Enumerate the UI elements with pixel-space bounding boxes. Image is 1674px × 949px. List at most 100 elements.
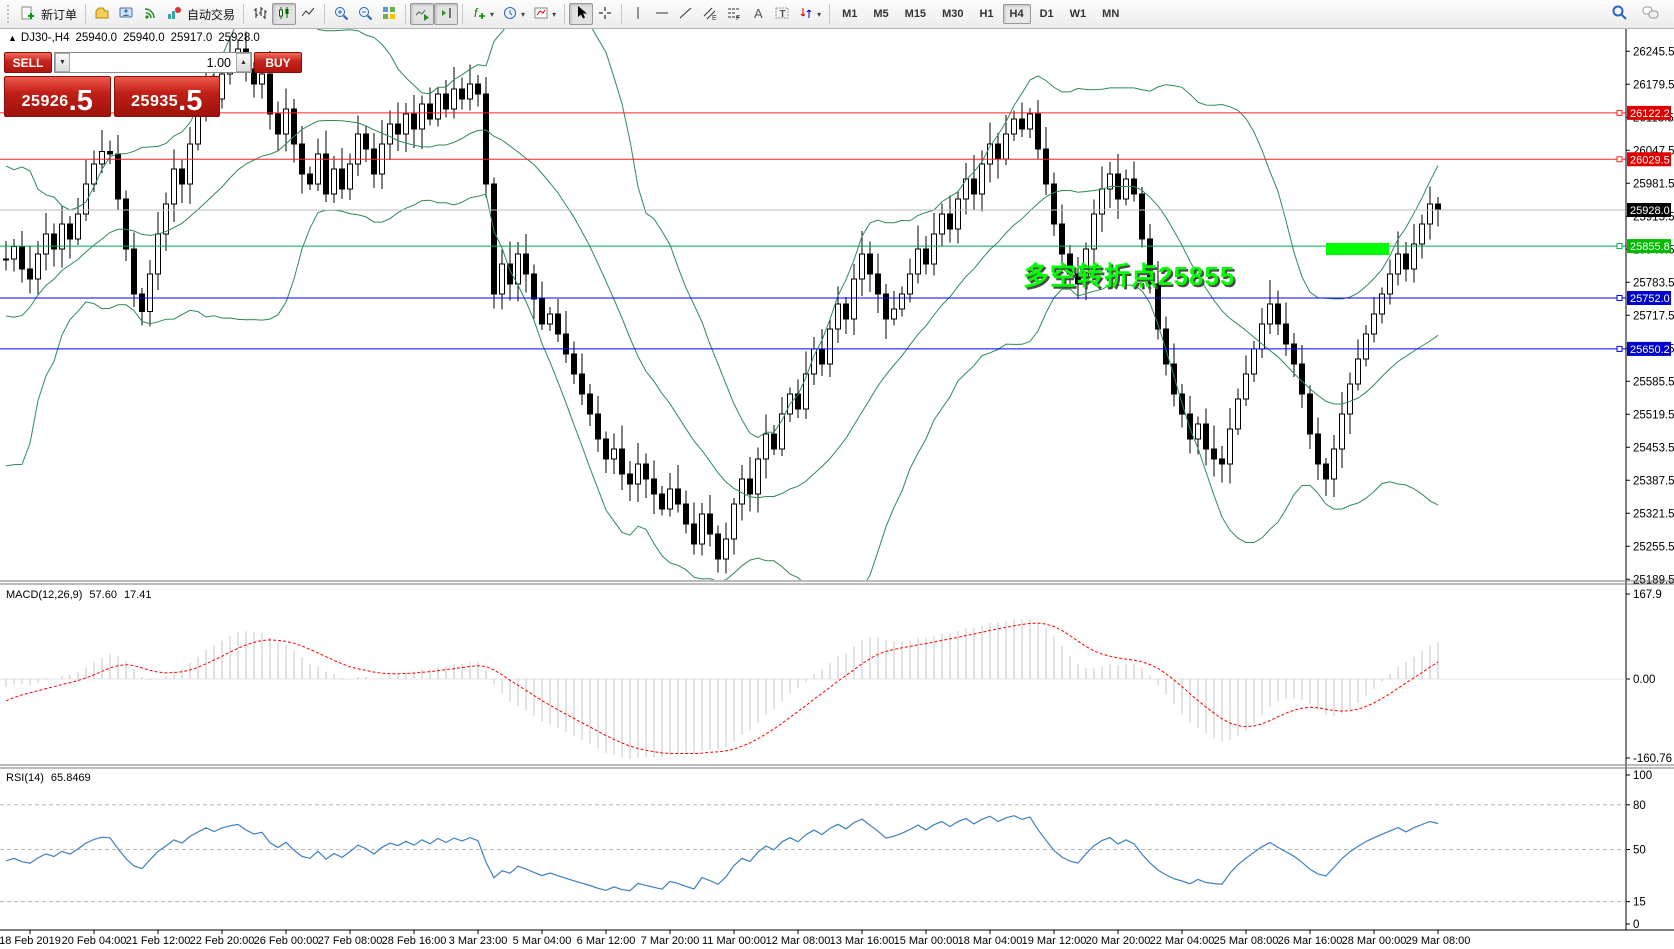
market-watch-button[interactable] [114, 3, 138, 25]
time-axis[interactable]: 18 Feb 2019 20 Feb 04:00 21 Feb 12:00 22 Fe… [0, 930, 1470, 947]
chart-window: 26245.526179.526113.526047.525981.525915… [0, 29, 1674, 949]
rsi-name: RSI(14) [6, 772, 44, 784]
svg-text:25255.5: 25255.5 [1633, 541, 1674, 553]
indicators-icon: f [471, 5, 487, 24]
line-chart-button[interactable] [296, 3, 320, 25]
ohlc-low: 25917.0 [170, 32, 213, 44]
svg-text:25453.5: 25453.5 [1633, 442, 1674, 454]
timeframe-m1[interactable]: M1 [835, 4, 864, 24]
search-icon [1611, 4, 1628, 24]
svg-text:-160.76: -160.76 [1633, 753, 1672, 765]
auto-scroll-button[interactable] [410, 3, 435, 25]
bar-chart-button[interactable] [248, 3, 272, 25]
chat-button[interactable] [1638, 3, 1664, 25]
svg-text:18 Mar 04:00: 18 Mar 04:00 [958, 935, 1023, 947]
arrows-dropdown-button[interactable]: ▾ [794, 3, 825, 25]
horizontal-lines[interactable] [0, 109, 1626, 352]
timeframe-mn[interactable]: MN [1095, 4, 1126, 24]
bollinger-bands [5, 29, 1439, 580]
timeframe-d1[interactable]: D1 [1033, 4, 1061, 24]
indicators-dropdown-button[interactable]: f ▾ [467, 3, 498, 25]
trendline-button[interactable] [674, 3, 698, 25]
timeframe-w1[interactable]: W1 [1063, 4, 1094, 24]
svg-text:11 Mar 00:00: 11 Mar 00:00 [702, 935, 766, 947]
tile-windows-icon [381, 5, 397, 24]
macd-pane[interactable] [0, 618, 1626, 759]
toolbar-separator [324, 4, 326, 24]
buy-price[interactable]: 25935.5 [113, 76, 220, 117]
volume-up-button[interactable]: ▲ [236, 53, 251, 72]
chart-text-annotation[interactable]: 多空转折点25855 [1023, 261, 1236, 291]
text-label-icon: T [774, 5, 790, 24]
autotrading-button[interactable]: 自动交易 [162, 3, 239, 25]
sell-button[interactable]: SELL [4, 52, 52, 73]
periods-dropdown-button[interactable]: ▾ [498, 3, 529, 25]
volume-input[interactable] [70, 53, 236, 72]
charts-profile-button[interactable] [90, 3, 114, 25]
text-button[interactable]: A [746, 3, 770, 25]
svg-text:20 Mar 20:00: 20 Mar 20:00 [1086, 935, 1151, 947]
sell-price-frac: .5 [68, 84, 93, 117]
toolbar-separator [829, 4, 831, 24]
rsi-pane[interactable] [0, 804, 1626, 903]
cursor-button[interactable] [569, 3, 594, 25]
profile-icon [94, 5, 110, 24]
zoom-out-icon [357, 5, 373, 24]
sell-price[interactable]: 25926.5 [4, 76, 111, 117]
svg-text:26245.5: 26245.5 [1633, 46, 1674, 58]
svg-text:26029.5: 26029.5 [1630, 154, 1670, 166]
zoom-out-button[interactable] [353, 3, 377, 25]
crosshair-button[interactable] [593, 3, 617, 25]
svg-text:100: 100 [1633, 770, 1652, 782]
text-label-button[interactable]: T [770, 3, 794, 25]
highlight-rectangle[interactable] [1326, 243, 1389, 255]
main-toolbar: 新订单 自动交易 f ▾ ▾ ▾ E F A T ▾ M1 M5 M15 M30 H1 H4… [0, 0, 1674, 29]
fibonacci-button[interactable]: F [722, 3, 746, 25]
svg-text:6 Mar 12:00: 6 Mar 12:00 [577, 935, 636, 947]
candlestick-icon [276, 5, 292, 24]
cursor-icon [573, 5, 589, 24]
horizontal-line-button[interactable] [650, 3, 674, 25]
caret-down-icon: ▾ [817, 9, 822, 19]
vertical-line-button[interactable] [626, 3, 650, 25]
timeframe-m30[interactable]: M30 [935, 4, 970, 24]
trendline-icon [678, 5, 694, 24]
candlestick-chart-button[interactable] [272, 3, 297, 25]
price-axis[interactable]: 26245.526179.526113.526047.525981.525915… [1625, 29, 1674, 931]
templates-dropdown-button[interactable]: ▾ [529, 3, 560, 25]
bar-chart-icon [252, 5, 268, 24]
chart-shift-button[interactable] [434, 3, 459, 25]
toolbar-separator [564, 4, 566, 24]
clock-icon [502, 5, 518, 24]
svg-text:25752.0: 25752.0 [1630, 293, 1670, 305]
ohlc-open: 25940.0 [75, 32, 118, 44]
ohlc-high: 25940.0 [123, 32, 165, 44]
tile-windows-button[interactable] [377, 3, 401, 25]
timeframe-h1[interactable]: H1 [972, 4, 1000, 24]
search-button[interactable] [1607, 3, 1632, 25]
svg-text:E: E [712, 15, 717, 21]
timeframe-h4[interactable]: H4 [1002, 4, 1031, 24]
arrows-icon [798, 5, 814, 24]
zoom-in-button[interactable] [329, 3, 353, 25]
svg-text:25321.5: 25321.5 [1633, 508, 1674, 520]
svg-text:A: A [754, 6, 763, 21]
collapse-panel-icon[interactable]: ▲ [8, 33, 17, 43]
timeframe-m15[interactable]: M15 [898, 4, 933, 24]
svg-text:25928.0: 25928.0 [1630, 205, 1670, 217]
channel-icon: E [702, 5, 718, 24]
buy-button[interactable]: BUY [254, 52, 302, 73]
toolbar-right-icons [1607, 3, 1670, 25]
signals-button[interactable] [138, 3, 162, 25]
timeframe-m5[interactable]: M5 [866, 4, 895, 24]
volume-control: ▼ ▲ [54, 52, 252, 73]
symbol-name: DJ30-,H4 [20, 32, 70, 44]
caret-down-icon: ▾ [490, 9, 495, 19]
new-order-button[interactable]: 新订单 [16, 3, 81, 25]
templates-icon [533, 5, 549, 24]
equidistant-channel-button[interactable]: E [698, 3, 722, 25]
volume-dropdown-button[interactable]: ▼ [55, 53, 70, 72]
svg-text:13 Mar 16:00: 13 Mar 16:00 [830, 935, 895, 947]
svg-text:26179.5: 26179.5 [1633, 79, 1674, 91]
